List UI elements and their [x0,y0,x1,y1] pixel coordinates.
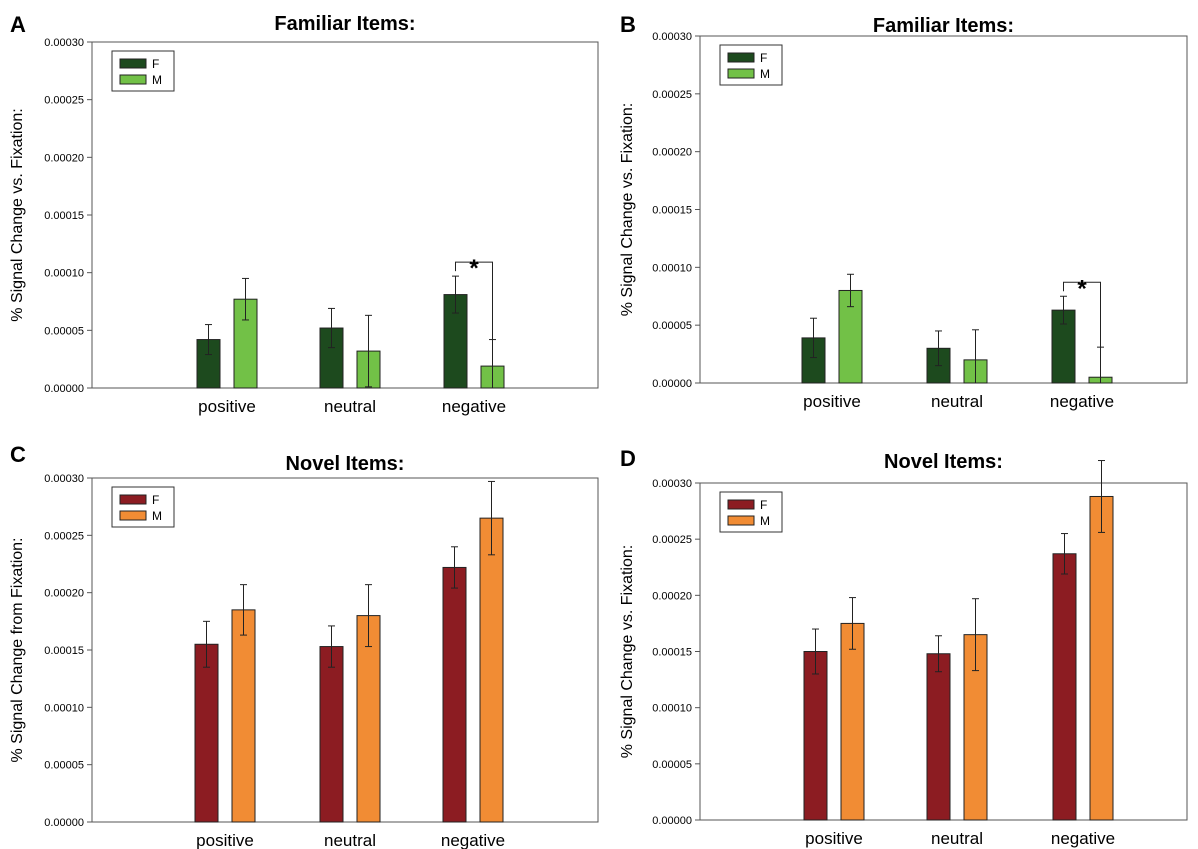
panel-b-category-label-negative: negative [1050,392,1114,411]
panel-c-legend-swatch-m [119,510,147,521]
panel-d-bar-m-positive [840,622,865,821]
panel-c-legend-swatch-f [119,494,147,505]
panel-d-ytick-label: 0.00005 [652,759,692,771]
panel-c-title: Novel Items: [286,453,405,475]
panel-d-letter: D [620,446,636,471]
panel-c-bar-f-positive [194,643,219,823]
panel-b-significance-bracket [1063,281,1101,348]
panel-d-ytick-label: 0.00030 [652,478,692,490]
panel-c-category-label-positive: positive [196,831,254,849]
panel-a-ytick-label: 0.00020 [44,152,84,164]
panel-d-bar-f-positive [803,651,828,821]
panel-d-bar-m-negative [1089,495,1114,821]
panel-c-bar-m-negative [479,517,504,823]
panel-c-category-label-neutral: neutral [324,831,376,849]
panel-c-plot-frame [91,477,599,823]
panel-c-ytick-label: 0.00030 [44,473,84,485]
panel-d-y-axis-label: % Signal Change vs. Fixation: [619,545,636,758]
panel-b-legend [719,44,783,86]
panel-c-legend [111,486,175,528]
panel-a-legend-label-f: F [152,57,159,71]
panel-c-ytick-label: 0.00000 [44,817,84,829]
panel-d-ytick-label: 0.00015 [652,647,692,659]
panel-c-bar-f-negative [442,566,467,823]
panel-d-ytick-label: 0.00010 [652,703,692,715]
panel-c-ytick-label: 0.00010 [44,702,84,714]
panel-a-ytick-label: 0.00025 [44,95,84,107]
panel-b-ytick-label: 0.00030 [652,31,692,43]
panel-b-ytick-label: 0.00015 [652,205,692,217]
panel-d-legend-label-m: M [760,514,770,528]
panel-b-legend-label-m: M [760,67,770,81]
panel-b-ytick-label: 0.00025 [652,89,692,101]
panel-d-ytick-label: 0.00020 [652,590,692,602]
panel-b-significance-star: * [1077,275,1087,302]
panel-c-bar-f-neutral [319,646,344,823]
panel-b-plot-frame [699,35,1188,384]
panel-a-ytick-label: 0.00010 [44,268,84,280]
panel-a-ytick-label: 0.00030 [44,37,84,49]
panel-a-title: Familiar Items: [274,13,415,35]
panel-a-ytick-label: 0.00015 [44,210,84,222]
panel-a-significance-star: * [469,255,479,282]
panel-d-title: Novel Items: [884,451,1003,473]
panel-b-ytick-label: 0.00020 [652,147,692,159]
panel-b-ytick-label: 0.00000 [652,378,692,390]
panel-c-bar-m-positive [231,609,256,823]
panel-d-category-label-neutral: neutral [931,829,983,848]
panel-c-letter: C [10,442,26,467]
panel-d-category-label-negative: negative [1051,829,1115,848]
panel-d-bar-f-neutral [926,653,951,821]
panel-d-legend-label-f: F [760,498,767,512]
panel-c-category-label-negative: negative [441,831,505,849]
panel-a-significance-bracket [455,261,493,340]
panel-a-ytick-label: 0.00005 [44,325,84,337]
panel-c-ytick-label: 0.00025 [44,530,84,542]
panel-c-legend-label-f: F [152,493,159,507]
panel-c-legend-label-m: M [152,509,162,523]
panel-b-category-label-neutral: neutral [931,392,983,411]
panel-b-legend-swatch-f [727,52,755,63]
panel-c-ytick-label: 0.00020 [44,588,84,600]
panel-a-ytick-label: 0.00000 [44,383,84,395]
panel-b-y-axis-label: % Signal Change vs. Fixation: [619,103,636,316]
panel-b-legend-label-f: F [760,51,767,65]
panel-b-ytick-label: 0.00005 [652,320,692,332]
panel-b-letter: B [620,12,636,37]
panel-a-y-axis-label: % Signal Change vs. Fixation: [9,108,26,321]
panel-b-category-label-positive: positive [803,392,861,411]
panel-d-category-label-positive: positive [805,829,863,848]
panel-a-legend [111,50,175,92]
panel-b-title: Familiar Items: [873,15,1014,37]
panel-a-legend-swatch-f [119,58,147,69]
panel-c-y-axis-label: % Signal Change from Fixation: [9,538,26,763]
panel-a-category-label-positive: positive [198,397,256,416]
panel-d-ytick-label: 0.00025 [652,534,692,546]
panel-d-legend [719,491,783,533]
panel-a-plot-frame [91,41,599,389]
panel-d-legend-swatch-f [727,499,755,510]
panel-c-ytick-label: 0.00005 [44,760,84,772]
panel-a-category-label-neutral: neutral [324,397,376,416]
panel-a-legend-label-m: M [152,73,162,87]
panel-a-letter: A [10,12,26,37]
panel-b-ytick-label: 0.00010 [652,262,692,274]
panel-d-legend-swatch-m [727,515,755,526]
panel-c-ytick-label: 0.00015 [44,645,84,657]
panel-a-legend-swatch-m [119,74,147,85]
panel-b-legend-swatch-m [727,68,755,79]
panel-d-bar-f-negative [1052,553,1077,821]
panel-d-ytick-label: 0.00000 [652,815,692,827]
panel-a-category-label-negative: negative [442,397,506,416]
